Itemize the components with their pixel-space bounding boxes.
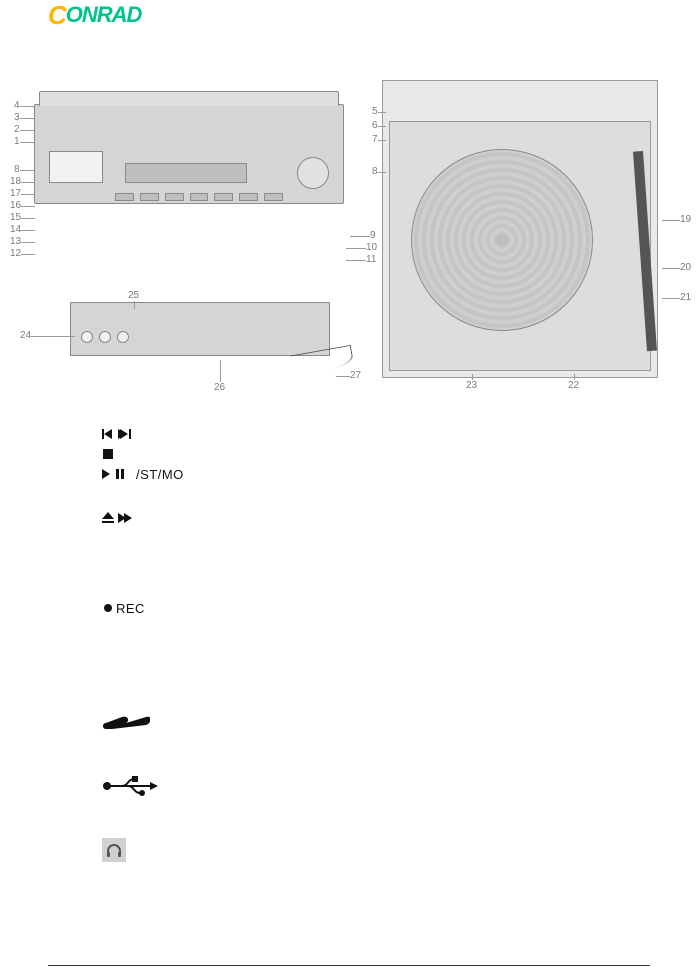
play-pause-icon: /ST/MO — [102, 464, 184, 484]
callout-label: 12 — [10, 248, 21, 259]
callout-label: 20 — [680, 262, 691, 273]
callout-label: 21 — [680, 292, 691, 303]
device-front-view — [34, 104, 344, 204]
turntable-platter — [411, 149, 593, 331]
sd-logo — [102, 712, 184, 732]
callout-label: 5 — [372, 106, 378, 117]
callout-label: 10 — [366, 242, 377, 253]
callout-label: 4 — [14, 100, 20, 111]
play-pause-text: /ST/MO — [136, 467, 184, 482]
front-tuning-knob — [297, 157, 329, 189]
callout-label: 8 — [372, 166, 378, 177]
callout-label: 7 — [372, 134, 378, 145]
rear-sockets — [81, 331, 129, 343]
front-button-row — [115, 193, 283, 201]
front-display — [49, 151, 103, 183]
rec-text: REC — [116, 601, 145, 616]
brand-logo-initial: C — [48, 0, 66, 30]
rear-power-cord — [291, 345, 355, 376]
device-diagram: 4 3 2 1 8 18 17 16 15 14 13 12 5 6 7 8 9… — [0, 80, 698, 400]
footer-rule — [48, 965, 650, 966]
device-top-view — [382, 80, 658, 378]
callout-label: 23 — [466, 380, 477, 391]
callout-label: 15 — [10, 212, 21, 223]
callout-label: 17 — [10, 188, 21, 199]
skip-icon — [102, 424, 184, 444]
callout-label: 1 — [14, 136, 20, 147]
callout-label: 3 — [14, 112, 20, 123]
callout-label: 9 — [370, 230, 376, 241]
stop-icon — [102, 444, 184, 464]
device-rear-view — [70, 302, 330, 356]
brand-logo: CONRAD — [48, 0, 141, 31]
callout-label: 19 — [680, 214, 691, 225]
callout-label: 14 — [10, 224, 21, 235]
eject-fastfwd-icon — [102, 508, 184, 528]
callout-label: 11 — [366, 254, 376, 265]
front-cassette-slot — [125, 163, 247, 183]
callout-label: 27 — [350, 370, 361, 381]
rec-icon: REC — [102, 598, 184, 618]
callout-label: 18 — [10, 176, 21, 187]
callout-label: 6 — [372, 120, 378, 131]
callout-label: 13 — [10, 236, 21, 247]
callout-label: 24 — [20, 330, 31, 341]
control-symbol-list: /ST/MO REC — [102, 424, 184, 860]
brand-logo-rest: ONRAD — [66, 2, 142, 27]
callout-label: 26 — [214, 382, 225, 393]
usb-icon — [102, 776, 184, 796]
callout-label: 8 — [14, 164, 20, 175]
callout-label: 25 — [128, 290, 139, 301]
callout-label: 2 — [14, 124, 20, 135]
manual-page: CONRAD 4 3 2 1 — [0, 0, 698, 968]
headphone-icon — [102, 840, 184, 860]
callout-label: 16 — [10, 200, 21, 211]
callout-label: 22 — [568, 380, 579, 391]
